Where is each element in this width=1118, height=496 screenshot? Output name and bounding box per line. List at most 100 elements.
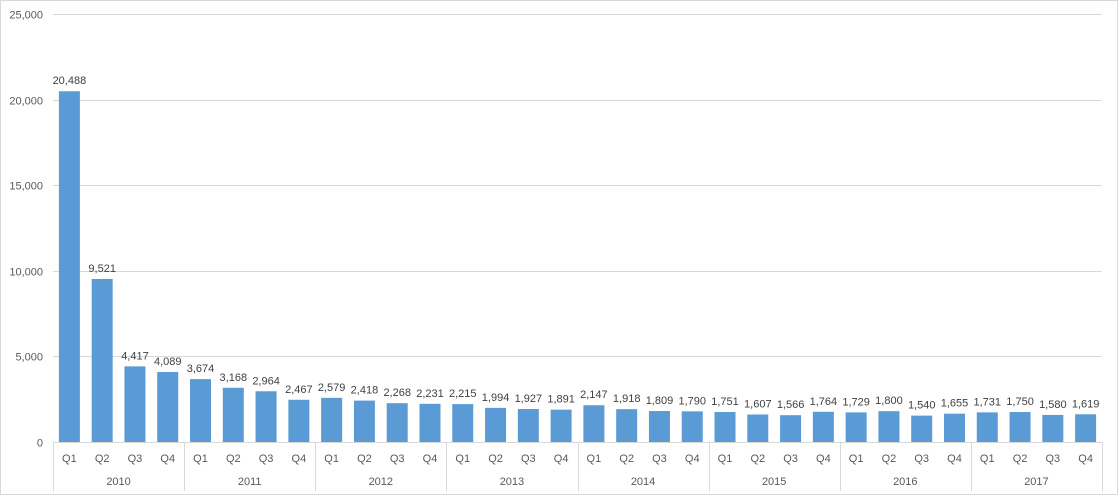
bar [157,371,179,442]
data-label: 1,790 [678,395,706,407]
bar [681,411,703,442]
y-tick-label: 0 [37,438,43,450]
data-label: 2,467 [285,384,313,396]
data-label: 1,750 [1006,396,1034,408]
data-label: 1,655 [941,398,969,410]
bar [91,279,113,442]
quarter-label: Q4 [292,453,307,465]
bar [550,409,572,442]
data-label: 2,418 [351,385,379,397]
quarter-label: Q1 [718,453,733,465]
bar [812,411,834,442]
data-label: 1,729 [842,396,870,408]
bar [747,414,769,442]
year-label: 2017 [1024,476,1048,488]
quarter-label: Q3 [259,453,274,465]
year-label: 2013 [500,476,524,488]
data-label: 2,579 [318,382,346,394]
year-label: 2012 [369,476,393,488]
bar [255,391,277,442]
bar [190,379,212,442]
data-label: 1,607 [744,398,772,410]
bar [321,397,343,442]
quarter-label: Q4 [1078,453,1093,465]
year-label: 2015 [762,476,786,488]
y-tick-label: 20,000 [9,96,43,108]
year-label: 2014 [631,476,655,488]
data-label: 3,674 [187,363,215,375]
data-label: 1,927 [515,393,543,405]
data-label: 1,918 [613,393,641,405]
bar [485,407,507,442]
quarter-label: Q2 [619,453,634,465]
bar [1042,414,1064,442]
bar [845,412,867,442]
bar [911,415,933,442]
quarter-label: Q1 [62,453,77,465]
quarter-label: Q3 [1045,453,1060,465]
y-tick-label: 10,000 [9,267,43,279]
year-label: 2011 [238,476,262,488]
quarter-label: Q3 [390,453,405,465]
bar [386,403,408,442]
bar [353,400,375,442]
data-label: 4,089 [154,356,182,368]
quarter-label: Q1 [193,453,208,465]
y-tick-label: 15,000 [9,181,43,193]
data-label: 2,147 [580,389,608,401]
gridlines [53,14,1102,357]
quarter-label: Q4 [423,453,438,465]
quarter-label: Q2 [488,453,503,465]
quarter-label: Q2 [882,453,897,465]
bar [976,412,998,442]
quarter-label: Q1 [455,453,470,465]
bar [943,413,965,442]
data-label: 1,764 [810,396,838,408]
bar [1009,412,1031,442]
data-label: 2,268 [383,387,411,399]
quarter-label: Q4 [947,453,962,465]
data-label: 1,891 [547,394,575,406]
bar [58,91,80,443]
quarter-label: Q4 [816,453,831,465]
data-labels: 20,488 9,521 4,417 4,089 3,674 3,168 2,964 2,46… [53,75,1100,411]
y-tick-label: 25,000 [9,10,43,22]
bar [517,409,539,442]
bar [616,409,638,442]
quarter-label: Q1 [324,453,339,465]
quarter-label: Q2 [1013,453,1028,465]
data-label: 4,417 [121,350,149,362]
quarter-label: Q3 [783,453,798,465]
data-label: 2,231 [416,388,444,400]
data-label: 1,994 [482,392,510,404]
year-label: 2010 [106,476,130,488]
data-label: 2,215 [449,388,477,400]
quarter-label: Q1 [587,453,602,465]
data-label: 1,809 [646,395,674,407]
y-tick-label: 5,000 [15,352,43,364]
bar [1075,414,1097,442]
y-axis: 0 5,000 10,000 15,000 20,000 25,000 [9,10,43,450]
data-label: 1,566 [777,399,805,411]
bar [124,366,146,442]
bar [222,387,244,442]
bar [452,404,474,442]
data-label: 1,540 [908,400,936,412]
quarter-label: Q2 [357,453,372,465]
bar [878,411,900,442]
year-label: 2016 [893,476,917,488]
data-label: 1,580 [1039,399,1067,411]
quarter-label: Q4 [160,453,175,465]
data-label: 1,800 [875,395,903,407]
data-label: 20,488 [53,75,87,87]
data-label: 2,964 [252,375,280,387]
quarter-label: Q4 [685,453,700,465]
quarter-label: Q4 [554,453,569,465]
data-label: 3,168 [220,372,248,384]
data-label: 1,619 [1072,398,1100,410]
bars [58,91,1097,443]
data-label: 1,751 [711,396,739,408]
bar [288,399,310,442]
bar [780,415,802,442]
